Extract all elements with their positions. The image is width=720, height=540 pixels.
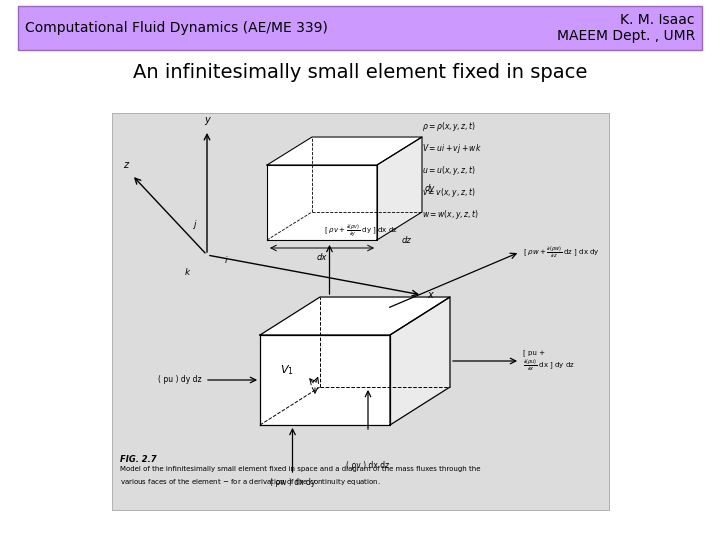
Text: An infinitesimally small element fixed in space: An infinitesimally small element fixed i…	[132, 63, 588, 82]
Text: $\rho = \rho(x, y, z, t)$: $\rho = \rho(x, y, z, t)$	[422, 120, 476, 133]
Text: [ pu +
$\frac{\partial(\rho u)}{\partial x}$ dx ] dy dz: [ pu + $\frac{\partial(\rho u)}{\partial…	[523, 349, 575, 373]
Text: dx: dx	[317, 253, 327, 262]
Text: ( ρw ) dx dy: ( ρw ) dx dy	[270, 478, 315, 487]
Text: i: i	[225, 256, 228, 265]
Text: x: x	[427, 290, 433, 300]
Text: K. M. Isaac: K. M. Isaac	[621, 13, 695, 27]
Text: y: y	[204, 115, 210, 125]
Text: MAEEM Dept. , UMR: MAEEM Dept. , UMR	[557, 29, 695, 43]
Text: dy: dy	[425, 184, 436, 193]
Text: [ $\rho v + \frac{\partial(\rho v)}{\partial y}$ dy ] dx dz: [ $\rho v + \frac{\partial(\rho v)}{\par…	[325, 222, 398, 239]
Text: ( pu ) dy dz: ( pu ) dy dz	[158, 375, 202, 384]
Polygon shape	[260, 297, 450, 335]
Text: $v = v(x, y, z, t)$: $v = v(x, y, z, t)$	[422, 186, 475, 199]
Text: FIG. 2.7: FIG. 2.7	[120, 455, 157, 464]
Text: j: j	[193, 220, 196, 229]
Text: $u = u(x, y, z, t)$: $u = u(x, y, z, t)$	[422, 164, 476, 177]
Polygon shape	[260, 335, 390, 425]
Bar	[112, 113, 609, 510]
Text: k: k	[185, 268, 190, 277]
Text: $V_1$: $V_1$	[280, 363, 294, 377]
Polygon shape	[377, 137, 422, 240]
Text: Model of the infinitesimally small element fixed in space and a diagram of the m: Model of the infinitesimally small eleme…	[120, 466, 480, 472]
Text: Computational Fluid Dynamics (AE/ME 339): Computational Fluid Dynamics (AE/ME 339)	[25, 21, 328, 35]
Text: various faces of the element $-$ for a derivation of the continuity equation.: various faces of the element $-$ for a d…	[120, 477, 381, 487]
Bar	[18, 6, 702, 50]
Polygon shape	[390, 297, 450, 425]
Text: $w = w(x, y, z, t)$: $w = w(x, y, z, t)$	[422, 208, 479, 221]
Polygon shape	[267, 137, 422, 165]
Polygon shape	[267, 165, 377, 240]
Text: $V = ui + vj + wk$: $V = ui + vj + wk$	[422, 142, 482, 155]
Text: dz: dz	[402, 236, 411, 245]
Text: ( ρv ) dx dz: ( ρv ) dx dz	[346, 461, 390, 470]
Text: [ $\rho w + \frac{\partial(\rho w)}{\partial z}$ dz ] dx dy: [ $\rho w + \frac{\partial(\rho w)}{\par…	[523, 244, 600, 260]
Text: z: z	[123, 160, 129, 170]
